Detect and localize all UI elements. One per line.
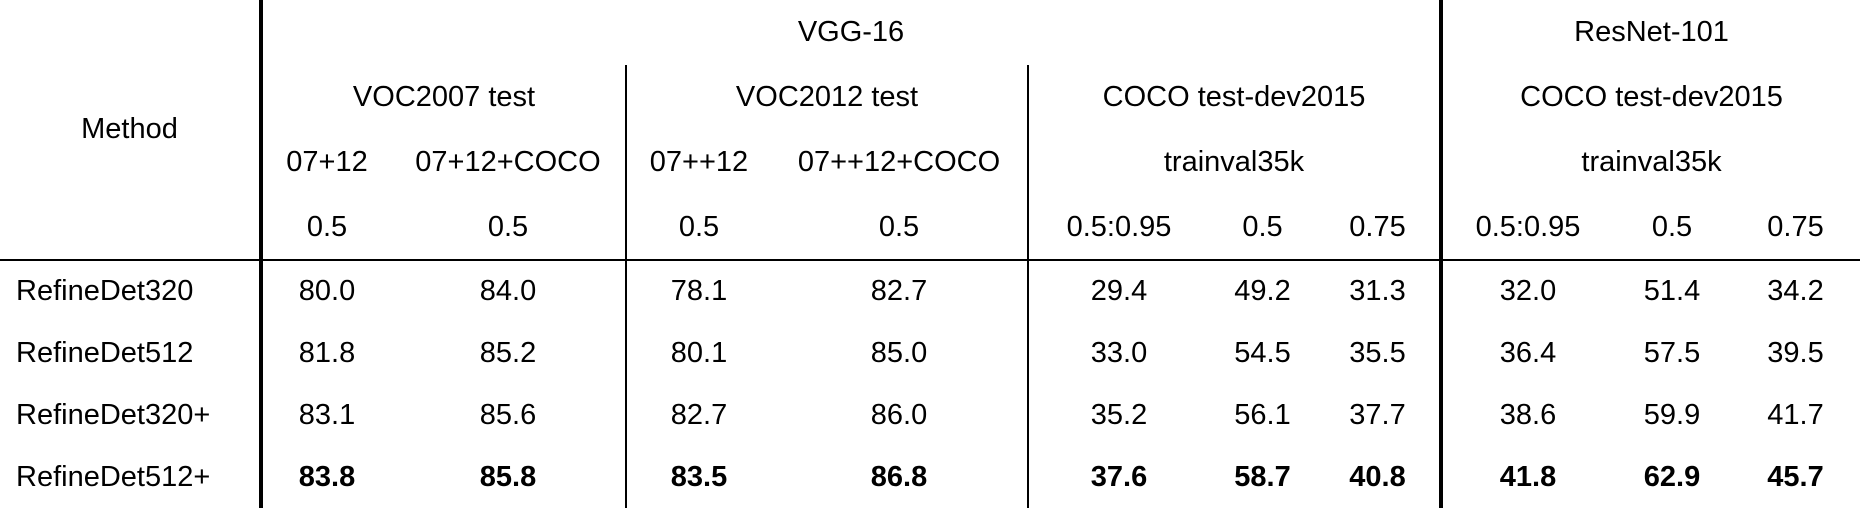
metric-header: 0.5 — [391, 195, 626, 261]
result-value: 85.6 — [479, 398, 537, 431]
method-name: RefineDet512 — [16, 336, 194, 369]
result-row: RefineDet320+ 83.1 85.6 82.7 86.0 35.2 56.1 37.… — [0, 384, 1860, 446]
result-value: 57.5 — [1643, 336, 1701, 369]
header-row: Method VGG-16 ResNet-101 — [0, 0, 1860, 261]
column-header: Method — [0, 0, 261, 261]
result-value: 85.2 — [479, 336, 537, 369]
metric-header: 0.75 — [1316, 195, 1442, 261]
result-value: 85.0 — [870, 336, 928, 369]
result-value: 39.5 — [1767, 336, 1824, 369]
result-value: 83.1 — [259, 384, 391, 446]
trainset-header: 07+12 — [259, 130, 391, 195]
table-header: Method VGG-16 ResNet-101 VOC2007 test VOC201… — [0, 0, 1860, 261]
result-value: 29.4 — [1027, 260, 1209, 322]
result-value: 82.7 — [870, 275, 928, 307]
result-value: 33.0 — [1027, 322, 1209, 384]
result-value: 49.2 — [1234, 275, 1291, 307]
result-value: 56.1 — [1234, 398, 1291, 431]
table-body: RefineDet320 80.0 84.0 78.1 82.7 29.4 49.2 31.3… — [0, 260, 1860, 508]
result-value: 36.4 — [1439, 322, 1614, 384]
metric-header: 0.5:0.95 — [1439, 195, 1614, 261]
result-value: 41.7 — [1767, 398, 1824, 431]
result-value: 62.9 — [1643, 460, 1701, 493]
result-value: 80.1 — [625, 322, 771, 384]
dataset-header: VOC2007 test — [259, 65, 626, 130]
result-value: 31.3 — [1349, 275, 1406, 307]
metric-header: 0.5:0.95 — [1027, 195, 1209, 261]
result-value: 86.8 — [870, 460, 928, 493]
result-value: 37.7 — [1349, 398, 1406, 431]
result-value: 81.8 — [259, 322, 391, 384]
result-value: 82.7 — [625, 384, 771, 446]
metric-header: 0.5 — [1613, 195, 1732, 261]
metric-header: 0.75 — [1731, 195, 1860, 261]
metric-header: 0.5 — [1209, 195, 1316, 261]
result-value: 58.7 — [1234, 460, 1291, 493]
result-value: 80.0 — [259, 260, 391, 322]
trainset-header: 07++12+COCO — [797, 146, 1001, 178]
results-table: Method VGG-16 ResNet-101 VOC2007 test VOC201… — [0, 0, 1860, 508]
result-value: 34.2 — [1767, 275, 1824, 307]
result-row: RefineDet512 81.8 85.2 80.1 85.0 33.0 54.5 35.5… — [0, 322, 1860, 384]
header-row: VOC2007 test VOC2012 test COCO test-dev201… — [0, 65, 1860, 130]
result-value: 54.5 — [1234, 336, 1291, 369]
method-name: RefineDet320 — [16, 275, 194, 307]
result-value: 35.5 — [1349, 336, 1406, 369]
result-value: 51.4 — [1643, 275, 1701, 307]
metric-header: 0.5 — [259, 195, 391, 261]
dataset-header: COCO test-dev2015 — [1439, 65, 1860, 130]
result-value: 41.8 — [1439, 446, 1614, 508]
result-value: 85.8 — [479, 460, 537, 493]
method-name: RefineDet320+ — [16, 398, 211, 431]
result-value: 35.2 — [1027, 384, 1209, 446]
trainset-header: trainval35k — [1026, 130, 1442, 195]
metric-header: 0.5 — [771, 195, 1028, 261]
dataset-header: COCO test-dev2015 — [1026, 65, 1442, 130]
result-value: 45.7 — [1767, 460, 1824, 493]
metric-header: 0.5 — [625, 195, 771, 261]
method-name: RefineDet512+ — [16, 460, 211, 493]
result-value: 83.8 — [259, 446, 391, 508]
result-value: 78.1 — [625, 260, 771, 322]
header-row: 07+12 07+12+COCO 07++12 07++12+COCO trainval… — [0, 130, 1860, 195]
trainset-header: 07++12 — [625, 130, 771, 195]
result-value: 37.6 — [1027, 446, 1209, 508]
dataset-header: VOC2012 test — [625, 65, 1028, 130]
backbone-header: VGG-16 — [258, 0, 1442, 65]
trainset-header: 07+12+COCO — [415, 146, 601, 178]
result-value: 83.5 — [625, 446, 771, 508]
result-value: 40.8 — [1349, 460, 1406, 493]
header-row: 0.5 0.5 0.5 0.5 0.5:0.95 0.5 0.75 0.5:0.95 0.5 0.… — [0, 195, 1860, 261]
result-value: 32.0 — [1439, 260, 1614, 322]
result-row: RefineDet320 80.0 84.0 78.1 82.7 29.4 49.2 31.3… — [0, 260, 1860, 322]
backbone-header: ResNet-101 — [1439, 0, 1860, 65]
result-value: 84.0 — [479, 275, 537, 307]
result-value: 38.6 — [1439, 384, 1614, 446]
result-row: RefineDet512+ 83.8 85.8 83.5 86.8 37.6 58.7 40.… — [0, 446, 1860, 508]
result-value: 86.0 — [870, 398, 928, 431]
result-value: 59.9 — [1643, 398, 1701, 431]
trainset-header: trainval35k — [1439, 130, 1860, 195]
